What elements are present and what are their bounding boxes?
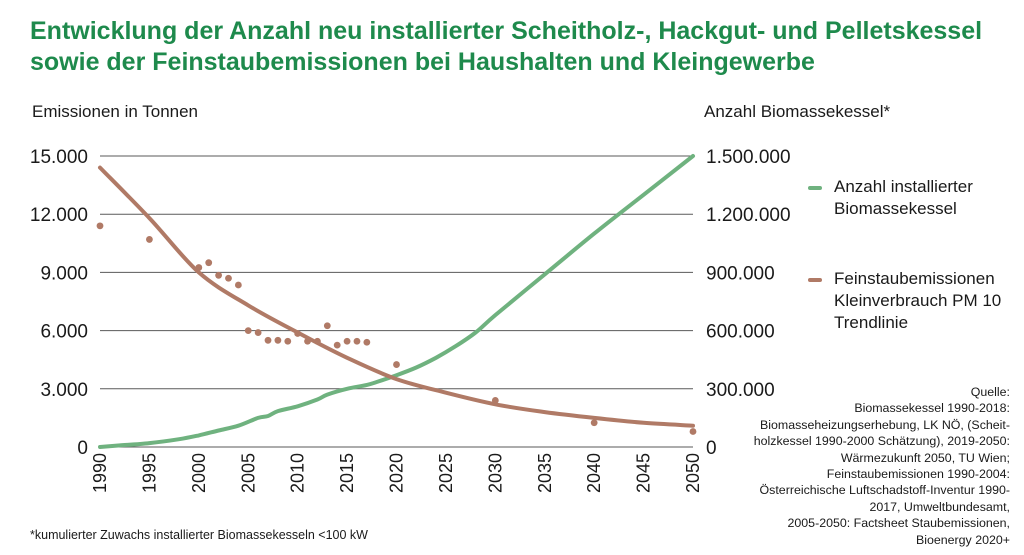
y-left-tick-label: 15.000	[30, 147, 88, 168]
x-tick-label: 2040	[584, 453, 604, 493]
data-point-feinstaub	[363, 338, 371, 346]
data-point-feinstaub	[323, 322, 331, 330]
data-point-feinstaub	[294, 330, 302, 337]
data-point-feinstaub	[205, 259, 213, 267]
footnote: *kumulierter Zuwachs installierter Bioma…	[30, 528, 368, 542]
y-axis-right-ticks: 0 300.000 600.000 900.000 1.200.000 1.500.000	[706, 147, 791, 459]
y-right-tick-label: 600.000	[706, 322, 775, 343]
data-point-feinstaub	[254, 329, 262, 336]
y-axis-right-title: Anzahl Biomassekessel*	[704, 102, 891, 121]
y-right-tick-label: 1.500.000	[706, 147, 791, 168]
source-line: Quelle:	[970, 385, 1010, 399]
data-point-feinstaub	[274, 336, 282, 344]
x-tick-label: 2005	[238, 453, 258, 493]
legend-swatch-red	[808, 278, 822, 282]
source-line: 2005-2050: Factsheet Staubemissionen,	[787, 516, 1011, 531]
series-layer	[96, 154, 697, 449]
y-right-tick-label: 1.200.000	[706, 205, 791, 226]
data-point-feinstaub	[393, 361, 400, 368]
chart-title: Entwicklung der Anzahl neu installierter…	[30, 16, 1010, 78]
x-tick-label: 2030	[485, 453, 505, 493]
y-right-tick-label: 0	[706, 438, 717, 459]
source-note: Quelle: Biomassekessel 1990-2018: Biomas…	[710, 384, 1010, 548]
source-line: Wärmezukunft 2050, TU Wien;	[840, 450, 1010, 465]
x-tick-label: 2010	[288, 453, 308, 493]
data-point-feinstaub	[491, 397, 499, 404]
y-axis-left-title: Emissionen in Tonnen	[32, 102, 199, 121]
data-point-feinstaub	[590, 419, 598, 427]
x-tick-label: 1990	[90, 453, 110, 493]
data-point-feinstaub	[96, 222, 104, 230]
data-point-feinstaub	[284, 337, 292, 345]
series-line-feinstaub-trend	[98, 165, 695, 428]
chart-title-line-1: Entwicklung der Anzahl neu installierter…	[30, 17, 983, 45]
data-point-feinstaub	[304, 337, 311, 345]
legend-item-biomassekessel: Anzahl installierter Biomassekessel	[808, 176, 973, 220]
legend-label-biomassekessel: Anzahl installierter Biomassekessel	[834, 177, 973, 218]
x-tick-label: 2050	[683, 453, 703, 493]
data-point-feinstaub	[146, 236, 153, 243]
source-line: Feinstaubemissionen 1990-2004:	[826, 467, 1010, 482]
data-point-feinstaub	[234, 281, 242, 289]
data-point-feinstaub	[314, 337, 321, 345]
y-left-tick-label: 9.000	[40, 263, 88, 284]
source-line: Österreichische Luftschadstoff-Inventur …	[759, 483, 1010, 498]
data-point-feinstaub	[343, 337, 351, 345]
y-right-tick-label: 900.000	[706, 263, 775, 284]
data-point-feinstaub	[215, 271, 223, 279]
data-point-feinstaub	[333, 341, 341, 349]
x-tick-label: 2000	[189, 453, 209, 493]
data-point-feinstaub	[353, 337, 361, 345]
source-line: Biomassekessel 1990-2018:	[854, 401, 1010, 416]
y-axis-left-ticks: 0 3.000 6.000 9.000 12.000 15.000	[30, 147, 88, 459]
x-tick-label: 2015	[337, 453, 357, 493]
data-point-feinstaub	[689, 428, 697, 435]
y-left-tick-label: 0	[77, 438, 88, 459]
source-line: holzkessel 1990-2000 Schätzung), 2019-20…	[753, 434, 1010, 449]
y-left-tick-label: 3.000	[40, 380, 88, 401]
source-line: Biomasseheizungserhebung, LK NÖ, (Scheit…	[759, 417, 1010, 432]
legend-item-feinstaub: Feinstaubemissionen Kleinverbrauch PM 10…	[808, 268, 1001, 334]
series-line-biomassekessel	[98, 154, 695, 449]
source-line: 2017, Umweltbundesamt,	[869, 499, 1010, 514]
grid-lines	[100, 155, 693, 448]
data-point-feinstaub	[195, 264, 203, 271]
legend-label-feinstaub: Feinstaubemissionen Kleinverbrauch PM 10…	[834, 269, 1002, 332]
source-line: Bioenergy 2020+	[915, 532, 1010, 547]
y-right-tick-label: 300.000	[706, 380, 775, 401]
x-axis-ticks: 1990 1995 2000 2005 2010 2015 2020 2025 2030 2035…	[90, 453, 703, 493]
x-tick-label: 2025	[436, 453, 456, 493]
y-left-tick-label: 6.000	[40, 322, 88, 343]
x-tick-label: 1995	[139, 453, 159, 493]
legend-swatch-green	[808, 186, 822, 190]
data-point-feinstaub	[225, 274, 232, 282]
data-point-feinstaub	[264, 336, 272, 344]
x-tick-label: 2020	[387, 453, 407, 493]
x-tick-label: 2035	[535, 453, 555, 493]
y-left-tick-label: 12.000	[30, 205, 88, 226]
x-tick-label: 2045	[634, 453, 654, 493]
data-point-feinstaub	[244, 327, 252, 334]
chart-title-line-2: sowie der Feinstaubemissionen bei Hausha…	[30, 48, 815, 76]
